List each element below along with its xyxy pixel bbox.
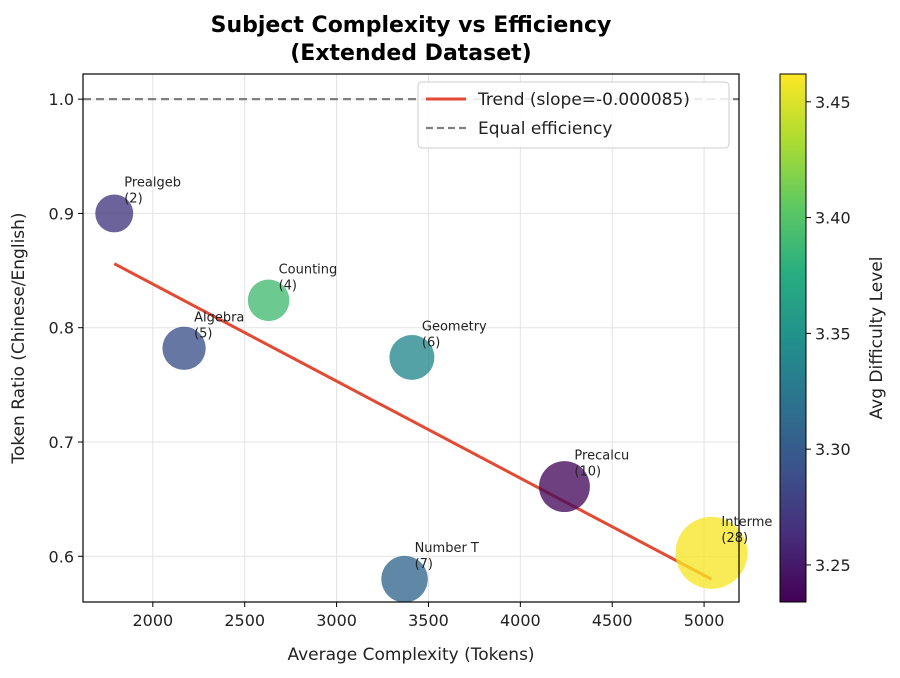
y-axis-ticks: 0.6 0.7 0.8 0.9 1.0 xyxy=(49,90,83,566)
x-tick-label-6: 5000 xyxy=(684,611,725,630)
legend: Trend (slope=-0.000085) Equal efficiency xyxy=(417,81,730,149)
y-axis-label: Token Ratio (Chinese/English) xyxy=(9,212,29,464)
annotation-label-4: Number T xyxy=(415,541,479,556)
y-tick-label-3: 0.9 xyxy=(49,204,74,223)
trend-line-layer xyxy=(113,262,713,581)
legend-equal-label: Equal efficiency xyxy=(478,119,612,139)
annotation-label-0: Prealgeb xyxy=(124,175,181,190)
colorbar-label: Avg Difficulty Level xyxy=(867,257,887,420)
colorbar-tick-label-3: 3.40 xyxy=(815,209,851,228)
annotation-label-1: Algebra xyxy=(194,310,244,325)
plot-frame xyxy=(82,73,740,603)
point-annotations: Prealgeb(2) Algebra(5) Counting(4) Geometry… xyxy=(124,175,772,572)
colorbar-tick-label-2: 3.35 xyxy=(815,324,851,343)
x-axis-ticks: 2000 2500 3000 3500 4000 4500 5000 xyxy=(132,602,724,630)
annotation-label-6: Interme xyxy=(721,515,772,530)
x-tick-label-5: 4500 xyxy=(592,611,633,630)
point-algebra xyxy=(162,326,206,370)
y-tick-label-1: 0.7 xyxy=(49,433,74,452)
annotation-count-3: (6) xyxy=(422,335,440,350)
y-tick-label-2: 0.8 xyxy=(49,319,74,338)
y-tick-label-0: 0.6 xyxy=(49,547,74,566)
x-tick-label-2: 3000 xyxy=(316,611,357,630)
colorbar-ticks: 3.25 3.30 3.35 3.40 3.45 xyxy=(806,93,851,575)
colorbar-tick-label-4: 3.45 xyxy=(815,93,851,112)
annotation-count-0: (2) xyxy=(124,191,142,206)
point-interme xyxy=(675,516,748,589)
annotation-count-5: (10) xyxy=(574,465,601,480)
colorbar-gradient xyxy=(779,73,807,603)
x-tick-label-0: 2000 xyxy=(132,611,173,630)
chart-title-line-1: Subject Complexity vs Efficiency xyxy=(211,13,612,38)
annotation-label-3: Geometry xyxy=(422,319,487,334)
chart-title-line-2: (Extended Dataset) xyxy=(290,41,532,66)
annotation-label-2: Counting xyxy=(279,262,338,277)
point-number-t xyxy=(381,555,428,603)
x-tick-label-1: 2500 xyxy=(224,611,265,630)
point-geometry xyxy=(389,334,435,380)
trend-line xyxy=(113,262,713,581)
point-precalcu xyxy=(538,461,590,513)
legend-trend-label: Trend (slope=-0.000085) xyxy=(477,90,690,110)
x-tick-label-4: 4000 xyxy=(500,611,541,630)
x-axis-label: Average Complexity (Tokens) xyxy=(287,645,534,665)
colorbar-tick-label-1: 3.30 xyxy=(815,440,851,459)
colorbar: 3.25 3.30 3.35 3.40 3.45 Avg Difficulty Leve… xyxy=(779,73,887,603)
annotation-count-2: (4) xyxy=(279,278,297,293)
point-prealgeb xyxy=(95,194,134,233)
x-tick-label-3: 3500 xyxy=(408,611,449,630)
annotation-label-5: Precalcu xyxy=(574,449,629,464)
colorbar-tick-label-0: 3.25 xyxy=(815,556,851,575)
annotation-count-4: (7) xyxy=(415,557,433,572)
scatter-points xyxy=(95,194,748,603)
point-counting xyxy=(247,279,290,322)
annotation-count-1: (5) xyxy=(194,326,212,341)
annotation-count-6: (28) xyxy=(721,531,748,546)
y-tick-label-4: 1.0 xyxy=(49,90,74,109)
legend-box xyxy=(417,81,730,149)
